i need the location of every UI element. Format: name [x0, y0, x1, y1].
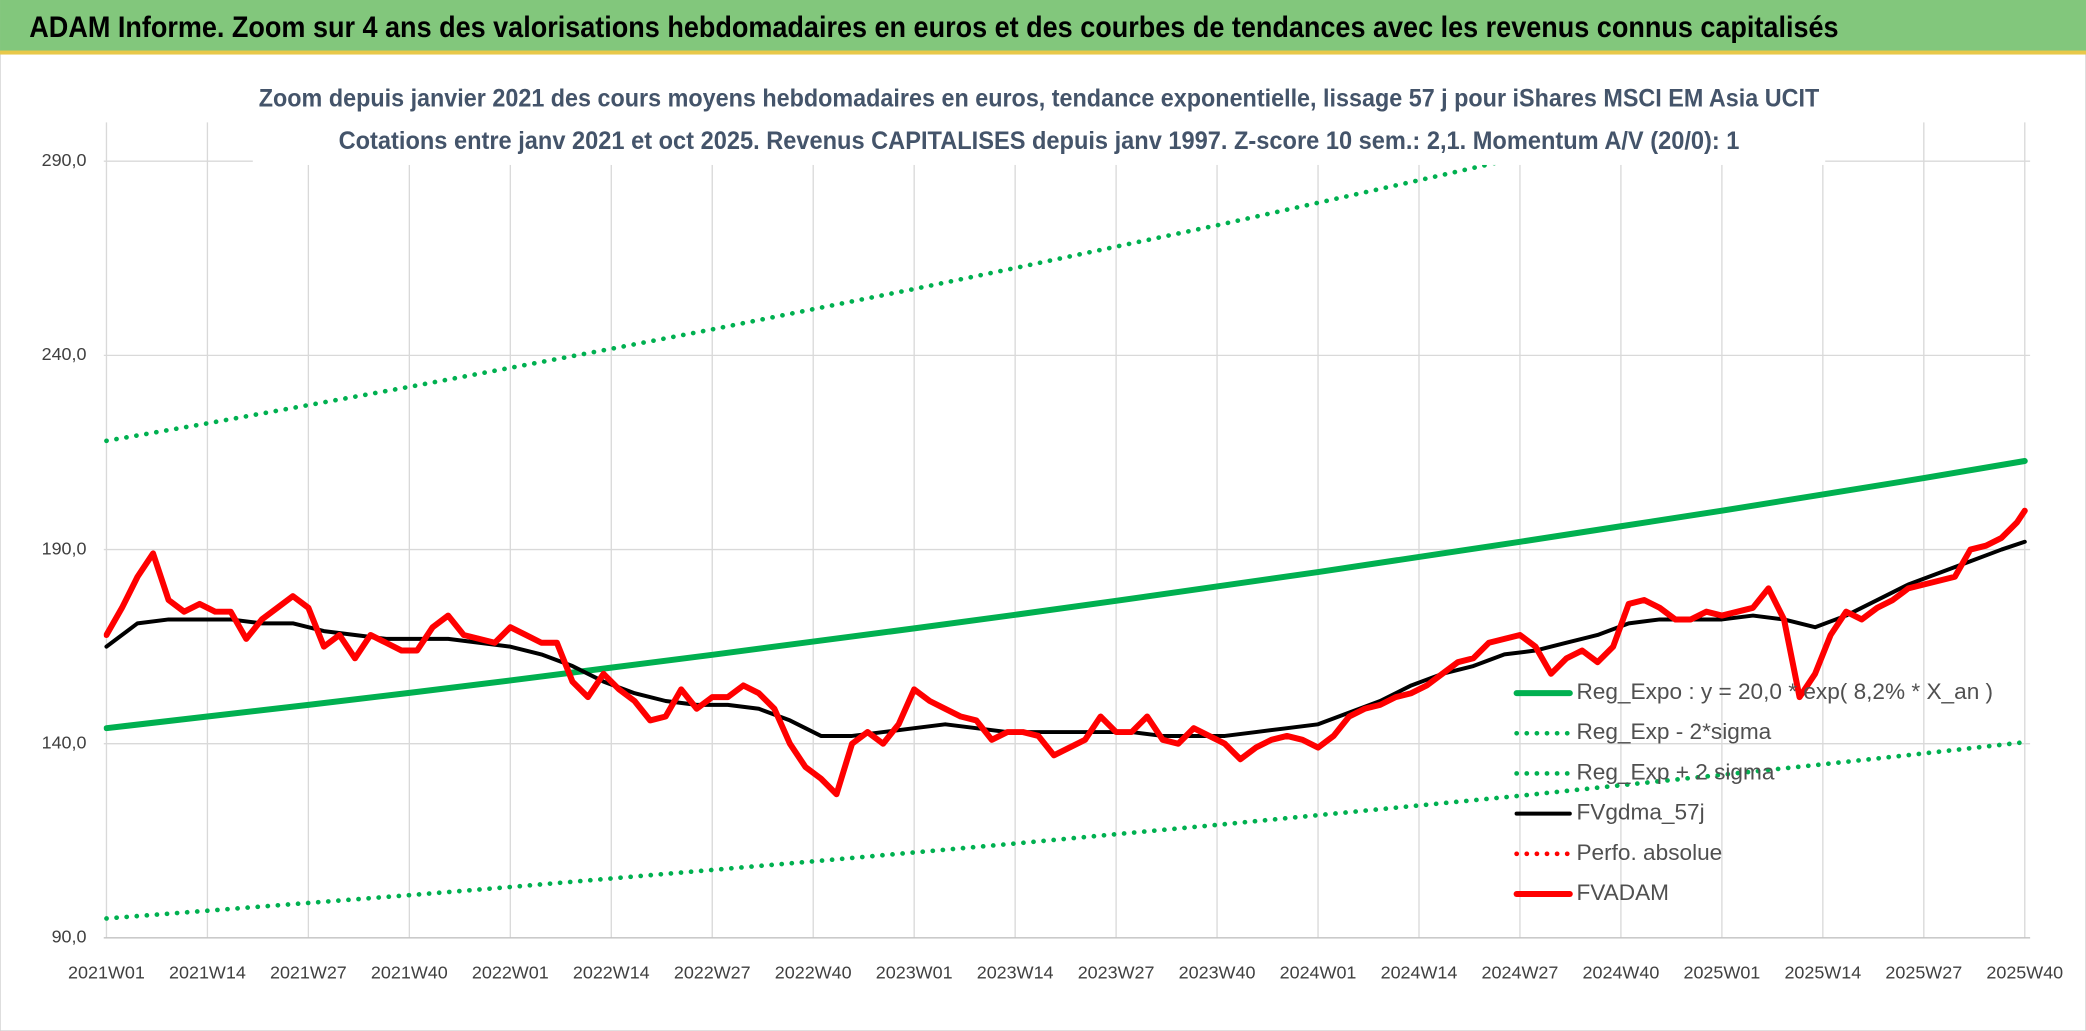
x-tick-label: 2022W27 [674, 963, 751, 983]
x-tick-label: 2025W14 [1784, 963, 1861, 983]
x-tick-label: 2024W01 [1280, 963, 1357, 983]
x-tick-label: 2024W14 [1381, 963, 1458, 983]
x-tick-label: 2024W27 [1482, 963, 1559, 983]
plot-lines [103, 122, 2028, 921]
series-line [103, 507, 2028, 798]
chart-subtitle: Cotations entre janv 2021 et oct 2025. R… [339, 127, 1740, 155]
x-tick-label: 2023W27 [1078, 963, 1155, 983]
x-tick-label: 2023W14 [977, 963, 1054, 983]
legend-label: Reg_Exp + 2 sigma [1576, 759, 1774, 784]
legend-label: Reg_Exp - 2*sigma [1576, 719, 1771, 744]
header-rule [0, 50, 2086, 55]
legend: Reg_Expo : y = 20,0 * exp( 8,2% * X_an )… [1513, 679, 1993, 905]
chart-title: Zoom depuis janvier 2021 des cours moyen… [259, 84, 1820, 112]
series-line [104, 739, 2028, 921]
x-tick-label: 2023W01 [876, 963, 953, 983]
title-box [252, 77, 1826, 165]
y-tick-label: 90,0 [52, 927, 87, 947]
x-tick-label: 2024W40 [1583, 963, 1660, 983]
x-tick-label: 2022W01 [472, 963, 549, 983]
y-tick-label: 240,0 [42, 344, 87, 364]
legend-label: FVgdma_57j [1576, 800, 1704, 825]
legend-label: Perfo. absolue [1576, 840, 1722, 865]
x-tick-label: 2022W40 [775, 963, 852, 983]
legend-label: FVADAM [1576, 880, 1669, 905]
y-tick-label: 190,0 [42, 538, 87, 558]
x-tick-label: 2023W40 [1179, 963, 1256, 983]
x-tick-label: 2021W40 [371, 963, 448, 983]
x-tick-label: 2021W14 [169, 963, 246, 983]
x-tick-label: 2022W14 [573, 963, 650, 983]
x-tick-label: 2025W27 [1885, 963, 1962, 983]
header-bar [0, 0, 2086, 54]
x-tick-label: 2025W40 [1986, 963, 2063, 983]
y-tick-label: 140,0 [42, 732, 87, 752]
x-tick-label: 2021W27 [270, 963, 347, 983]
series-line [104, 122, 1679, 444]
x-tick-label: 2025W01 [1683, 963, 1760, 983]
legend-label: Reg_Expo : y = 20,0 * exp( 8,2% * X_an ) [1576, 679, 1993, 704]
header-title: ADAM Informe. Zoom sur 4 ans des valoris… [29, 12, 1838, 44]
y-tick-label: 290,0 [42, 150, 87, 170]
x-tick-label: 2021W01 [68, 963, 145, 983]
series-line [103, 458, 2028, 732]
